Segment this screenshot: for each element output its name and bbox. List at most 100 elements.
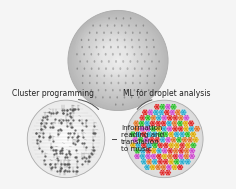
Circle shape: [154, 116, 157, 119]
Circle shape: [137, 151, 140, 154]
Circle shape: [177, 142, 179, 145]
Circle shape: [144, 140, 147, 143]
Circle shape: [147, 116, 149, 119]
Circle shape: [149, 155, 151, 158]
Circle shape: [49, 122, 84, 156]
Circle shape: [156, 131, 172, 147]
Ellipse shape: [103, 46, 105, 48]
Circle shape: [145, 120, 148, 123]
Circle shape: [154, 159, 157, 161]
Circle shape: [140, 126, 143, 129]
Circle shape: [191, 129, 194, 132]
Circle shape: [175, 160, 178, 163]
Circle shape: [159, 118, 161, 121]
Circle shape: [179, 133, 182, 136]
Circle shape: [146, 140, 148, 143]
Circle shape: [145, 167, 148, 170]
Circle shape: [135, 151, 138, 154]
Circle shape: [170, 109, 173, 112]
Circle shape: [145, 164, 148, 167]
Circle shape: [184, 115, 187, 118]
Circle shape: [158, 164, 160, 167]
Circle shape: [171, 104, 174, 107]
Circle shape: [196, 127, 199, 130]
Circle shape: [164, 122, 167, 125]
Circle shape: [181, 133, 184, 136]
Circle shape: [160, 131, 163, 134]
Circle shape: [141, 120, 144, 123]
Circle shape: [167, 164, 170, 167]
Ellipse shape: [111, 74, 112, 77]
Circle shape: [154, 135, 157, 137]
Circle shape: [41, 114, 91, 164]
Circle shape: [184, 122, 187, 125]
Circle shape: [141, 155, 144, 158]
Circle shape: [133, 108, 195, 170]
Circle shape: [174, 131, 177, 134]
Circle shape: [148, 151, 151, 154]
Circle shape: [139, 140, 141, 143]
Circle shape: [151, 118, 154, 121]
Circle shape: [165, 162, 168, 165]
Circle shape: [135, 153, 138, 156]
Circle shape: [184, 156, 187, 159]
Circle shape: [144, 122, 147, 125]
Circle shape: [89, 32, 147, 89]
Circle shape: [191, 146, 194, 148]
Circle shape: [148, 133, 151, 136]
Circle shape: [156, 149, 159, 152]
Circle shape: [161, 105, 164, 108]
Ellipse shape: [147, 75, 148, 77]
Ellipse shape: [151, 60, 153, 63]
Circle shape: [168, 107, 170, 110]
Circle shape: [155, 122, 158, 125]
Circle shape: [195, 137, 198, 139]
Circle shape: [140, 129, 143, 132]
Circle shape: [189, 149, 192, 152]
Circle shape: [158, 149, 161, 152]
Ellipse shape: [109, 96, 111, 98]
Circle shape: [147, 135, 150, 137]
Circle shape: [130, 144, 133, 147]
Circle shape: [165, 105, 168, 108]
Circle shape: [134, 144, 136, 147]
Circle shape: [68, 10, 168, 111]
Ellipse shape: [144, 60, 146, 63]
Circle shape: [159, 171, 162, 174]
Circle shape: [133, 133, 136, 136]
Circle shape: [169, 105, 171, 108]
Circle shape: [156, 111, 159, 114]
Circle shape: [131, 131, 133, 134]
Circle shape: [139, 120, 142, 123]
Circle shape: [152, 155, 155, 158]
Circle shape: [176, 113, 178, 115]
Circle shape: [165, 155, 168, 158]
Circle shape: [139, 155, 142, 158]
Circle shape: [138, 135, 141, 137]
Circle shape: [184, 137, 187, 139]
Circle shape: [184, 118, 187, 121]
Circle shape: [192, 148, 194, 150]
Circle shape: [141, 116, 188, 162]
Circle shape: [163, 148, 165, 150]
Circle shape: [180, 124, 182, 126]
Circle shape: [164, 162, 166, 165]
Circle shape: [142, 115, 145, 118]
Circle shape: [135, 127, 138, 130]
Circle shape: [162, 137, 166, 141]
Circle shape: [144, 133, 147, 136]
Circle shape: [157, 166, 160, 169]
Circle shape: [169, 167, 171, 170]
Circle shape: [170, 144, 173, 147]
Circle shape: [176, 149, 179, 152]
Ellipse shape: [139, 32, 141, 34]
Circle shape: [172, 116, 175, 119]
Ellipse shape: [81, 39, 82, 41]
Circle shape: [173, 153, 176, 156]
Circle shape: [178, 126, 181, 129]
Circle shape: [178, 149, 181, 152]
Ellipse shape: [152, 39, 154, 41]
Circle shape: [104, 47, 132, 74]
Circle shape: [155, 140, 158, 143]
Circle shape: [190, 153, 192, 156]
